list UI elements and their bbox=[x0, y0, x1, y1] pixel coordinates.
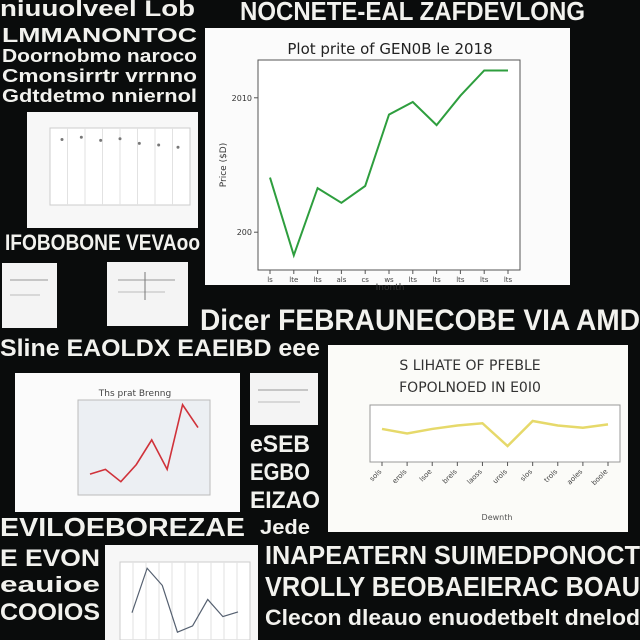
line-series bbox=[131, 567, 239, 634]
x-tick-label: lts bbox=[313, 276, 322, 284]
point bbox=[79, 135, 83, 139]
x-axis-label: Dewnth bbox=[482, 513, 513, 522]
x-tick-label: lts bbox=[456, 276, 465, 284]
bg-text: NOCNETE-EAL ZAFDEVLONG bbox=[240, 0, 585, 26]
bg-text: Clecon dleauo enuodetbelt dnelod bbox=[265, 605, 640, 630]
plot-area bbox=[77, 399, 211, 496]
point bbox=[157, 143, 161, 147]
chart-title: S LIHATE OF PFEBLE bbox=[399, 358, 540, 374]
bg-text: Gdtdetmo nniernol bbox=[2, 86, 197, 106]
bg-text: INAPEATERN SUIMEDPONOCT bbox=[265, 540, 640, 570]
bg-text: COOIOS bbox=[0, 599, 100, 626]
y-tick-label: 200 bbox=[237, 228, 252, 237]
x-tick-label: lte bbox=[289, 276, 298, 284]
x-tick-label: cs bbox=[361, 276, 369, 284]
bg-text: VROLLY BEOBAEIERAC BOAU bbox=[265, 571, 640, 602]
point bbox=[99, 138, 103, 142]
point bbox=[176, 145, 180, 149]
line-series bbox=[381, 419, 609, 448]
chart-subtitle: FOPOLNOED IN E0I0 bbox=[399, 380, 541, 396]
bg-text: eSEB bbox=[250, 431, 310, 458]
y-tick-label: 2010 bbox=[232, 94, 252, 103]
x-tick-label: lts bbox=[432, 276, 441, 284]
point bbox=[118, 137, 122, 141]
bg-text: Sline EAOLDX EAEIBD eee bbox=[0, 335, 320, 362]
y-axis-label: Price ($D) bbox=[219, 143, 229, 188]
x-tick-label: ls bbox=[267, 276, 273, 284]
chart-title: Plot prite of GEN0B le 2018 bbox=[287, 40, 492, 58]
point bbox=[60, 138, 64, 142]
x-tick-label: lts bbox=[504, 276, 513, 284]
bg-text: EVILOEBOREZAE bbox=[0, 512, 245, 542]
line-series bbox=[89, 402, 199, 483]
plot-area bbox=[257, 59, 521, 271]
bg-text: E EVON bbox=[0, 545, 100, 572]
chart-title: Ths prat Brenng bbox=[98, 389, 171, 399]
x-axis-label: Inonth bbox=[376, 283, 405, 293]
line-series bbox=[269, 69, 508, 259]
bg-text: IFOBOBONE VEVAoo bbox=[5, 230, 200, 255]
bg-text: Cmonsirrtr vrrnno bbox=[2, 66, 197, 86]
point bbox=[137, 141, 141, 145]
bg-text: LMMANONTOC bbox=[2, 25, 197, 47]
x-tick-label: als bbox=[336, 276, 346, 284]
bg-text: eauioe bbox=[0, 572, 100, 597]
bg-text: Dicer FEBRAUNECOBE VIA AMD bbox=[200, 304, 640, 337]
blank-card bbox=[2, 262, 318, 425]
bg-text: Jede bbox=[260, 517, 310, 539]
x-tick-label: lts bbox=[480, 276, 489, 284]
x-tick-label: ws bbox=[384, 276, 394, 284]
bg-text: niuuolveel Lob bbox=[0, 0, 195, 21]
bg-text: Doornobmo naroco bbox=[2, 46, 197, 66]
bg-text: EGBO bbox=[250, 459, 310, 486]
x-tick-label: lts bbox=[409, 276, 418, 284]
bg-text: EIZAO bbox=[250, 487, 320, 514]
